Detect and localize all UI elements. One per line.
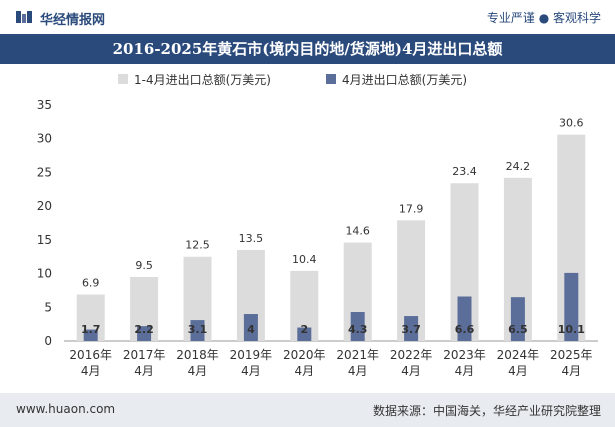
- bar-april: [510, 297, 525, 341]
- bar-april: [564, 272, 579, 341]
- x-tick-label: 2025年: [550, 348, 593, 362]
- x-tick-label: 4月: [561, 364, 581, 378]
- y-tick-label: 20: [37, 199, 52, 213]
- x-tick-label: 2022年: [390, 348, 433, 362]
- bar-april: [137, 326, 152, 341]
- bar-april-label: 3.1: [188, 323, 208, 336]
- top-bar: 华经情报网 专业严谨 ● 客观科学: [0, 0, 615, 34]
- bar-total-label: 12.5: [185, 239, 210, 252]
- x-tick-label: 4月: [188, 364, 208, 378]
- bar-total-label: 23.4: [452, 165, 477, 178]
- x-tick-label: 4月: [134, 364, 154, 378]
- bar-total-label: 17.9: [399, 202, 424, 215]
- bar-april-label: 6.5: [508, 323, 528, 336]
- chart-area: 1-4月进出口总额(万美元) 4月进出口总额(万美元) 0 5 10 15 20 25 30 35…: [37, 73, 598, 378]
- footer-url: www.huaon.com: [16, 402, 116, 416]
- bar-april: [350, 312, 365, 341]
- bar-april: [190, 320, 205, 341]
- x-tick-label: 4月: [294, 364, 314, 378]
- bar-april-label: 1.7: [81, 323, 101, 336]
- bar-total-label: 30.6: [559, 117, 584, 130]
- brand-name: 华经情报网: [40, 13, 106, 28]
- bar-total-label: 24.2: [506, 160, 531, 173]
- bar-april: [83, 329, 98, 341]
- x-tick-label: 2016年: [69, 348, 112, 362]
- logo-icon: [16, 11, 32, 23]
- y-tick-label: 30: [37, 132, 52, 146]
- bar-april: [243, 314, 258, 341]
- footer-bar: [0, 393, 615, 427]
- data-source: 数据来源：中国海关，华经产业研究院整理: [372, 404, 601, 418]
- x-tick-label: 2024年: [497, 348, 540, 362]
- bar-april-label: 2.2: [134, 323, 154, 336]
- x-tick-label: 4月: [455, 364, 475, 378]
- x-tick-label: 2020年: [283, 348, 326, 362]
- y-tick-label: 0: [44, 334, 52, 348]
- bar-april: [457, 296, 472, 341]
- bar-april-label: 2: [300, 323, 308, 336]
- bar-april-label: 4.3: [348, 323, 368, 336]
- bar-total-label: 10.4: [292, 253, 317, 266]
- y-tick-label: 10: [37, 267, 52, 281]
- x-tick-label: 2019年: [230, 348, 273, 362]
- tagline: 专业严谨 ● 客观科学: [486, 11, 601, 25]
- bar-april-label: 3.7: [401, 323, 421, 336]
- x-tick-label: 4月: [508, 364, 528, 378]
- x-tick-label: 4月: [81, 364, 101, 378]
- y-tick-label: 35: [37, 98, 52, 112]
- title-bar: [0, 34, 615, 64]
- x-tick-label: 2018年: [176, 348, 219, 362]
- x-tick-label: 4月: [241, 364, 261, 378]
- bar-total-label: 9.5: [135, 259, 153, 272]
- chart-title: 2016-2025年黄石市(境内目的地/货源地)4月进出口总额: [112, 40, 503, 58]
- legend-swatch-2: [326, 74, 336, 84]
- x-tick-label: 2017年: [123, 348, 166, 362]
- bar-april-label: 6.6: [455, 323, 475, 336]
- y-tick-label: 5: [44, 300, 52, 314]
- bar-april: [404, 316, 419, 341]
- bar-april-label: 4: [247, 323, 255, 336]
- y-tick-label: 15: [37, 233, 52, 247]
- bar-total-label: 13.5: [239, 232, 264, 245]
- x-tick-label: 2023年: [443, 348, 486, 362]
- x-tick-label: 4月: [401, 364, 421, 378]
- legend-label-1: 1-4月进出口总额(万美元): [134, 73, 271, 87]
- x-tick-label: 4月: [348, 364, 368, 378]
- legend-label-2: 4月进出口总额(万美元): [342, 73, 467, 87]
- bar-april-label: 10.1: [558, 323, 585, 336]
- bar-april: [297, 327, 312, 341]
- y-tick-label: 25: [37, 165, 52, 179]
- x-tick-label: 2021年: [336, 348, 379, 362]
- legend-swatch-1: [118, 74, 128, 84]
- bar-total-label: 6.9: [82, 276, 100, 289]
- bar-total-label: 14.6: [345, 225, 370, 238]
